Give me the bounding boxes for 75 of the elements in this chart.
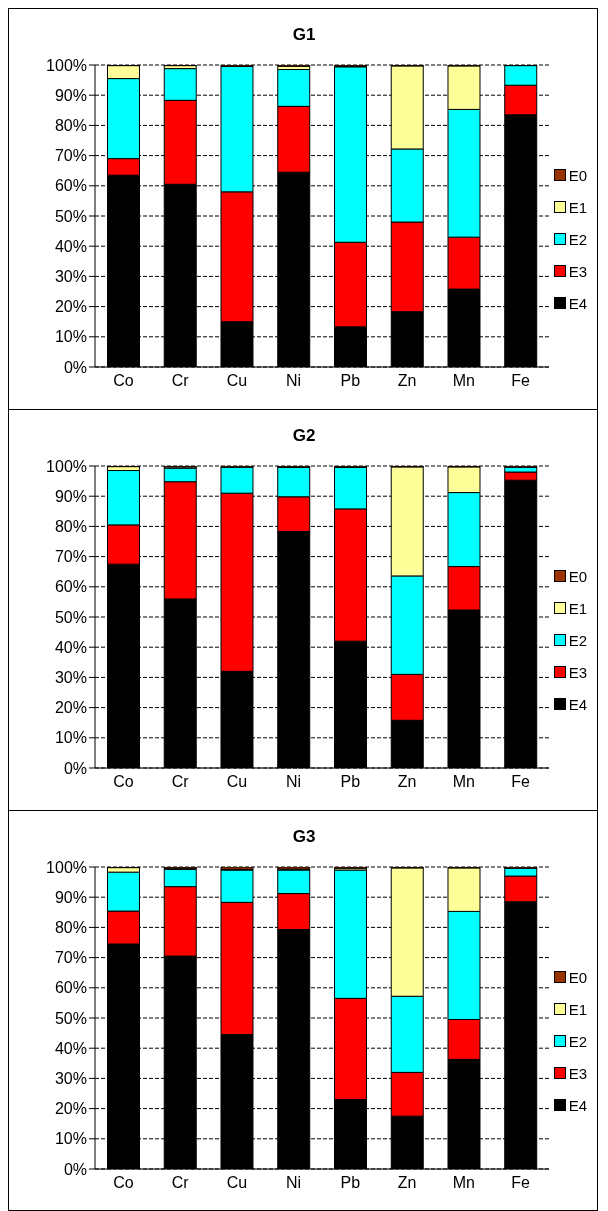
y-tick-label: 10% [54, 328, 87, 346]
x-tick-label: Ni [286, 773, 302, 791]
chart-title: G3 [291, 827, 317, 847]
y-tick-label: 30% [54, 268, 87, 286]
legend-label: E4 [568, 294, 587, 312]
y-tick-label: 0% [63, 1160, 87, 1178]
legend-label: E1 [568, 599, 587, 617]
y-tick-label: 40% [54, 1039, 87, 1057]
x-tick-label: Cu [226, 773, 248, 791]
x-tick-label: Fe [511, 372, 531, 390]
y-tick-label: 20% [54, 298, 87, 316]
y-tick-label: 80% [54, 518, 87, 536]
y-tick-label: 90% [54, 86, 87, 104]
x-tick-label: Ni [286, 1174, 302, 1192]
y-tick-label: 70% [54, 147, 87, 165]
y-tick-label: 0% [63, 358, 87, 376]
x-tick-label: Cr [171, 1174, 190, 1192]
y-tick-label: 20% [54, 1100, 87, 1118]
y-tick-label: 100% [46, 858, 87, 876]
x-tick-label: Pb [340, 1174, 361, 1192]
x-tick-label: Ni [286, 372, 302, 390]
x-tick-label: Zn [397, 1174, 417, 1192]
y-tick-label: 90% [54, 487, 87, 505]
legend-label: E0 [568, 567, 587, 585]
y-tick-label: 70% [54, 548, 87, 566]
x-tick-label: Cu [226, 372, 248, 390]
x-tick-label: Co [113, 1174, 134, 1192]
y-tick-label: 10% [54, 729, 87, 747]
x-tick-label: Cr [171, 372, 190, 390]
y-tick-label: 90% [54, 888, 87, 906]
legend-label: E3 [568, 1064, 587, 1082]
y-tick-label: 20% [54, 699, 87, 717]
y-tick-label: 60% [54, 177, 87, 195]
y-tick-label: 10% [54, 1130, 87, 1148]
y-tick-label: 30% [54, 669, 87, 687]
legend-label: E0 [568, 968, 587, 986]
x-tick-label: Zn [397, 773, 417, 791]
legend-label: E1 [568, 198, 587, 216]
y-tick-label: 30% [54, 1070, 87, 1088]
x-tick-label: Cu [226, 1174, 248, 1192]
x-tick-label: Cr [171, 773, 190, 791]
x-tick-label: Mn [452, 1174, 475, 1192]
legend-label: E3 [568, 663, 587, 681]
y-tick-label: 0% [63, 759, 87, 777]
chart-title: G1 [291, 25, 317, 45]
legend-label: E1 [568, 1000, 587, 1018]
x-tick-label: Co [113, 372, 134, 390]
x-tick-label: Fe [511, 773, 531, 791]
x-tick-label: Fe [511, 1174, 531, 1192]
x-tick-label: Mn [452, 773, 475, 791]
y-tick-label: 80% [54, 919, 87, 937]
y-tick-label: 50% [54, 608, 87, 626]
y-tick-label: 60% [54, 578, 87, 596]
y-tick-label: 60% [54, 979, 87, 997]
legend-label: E2 [568, 230, 587, 248]
x-tick-label: Pb [340, 372, 361, 390]
y-tick-label: 40% [54, 237, 87, 255]
legend-label: E3 [568, 262, 587, 280]
legend-label: E0 [568, 166, 587, 184]
x-tick-label: Mn [452, 372, 475, 390]
chart-title: G2 [291, 426, 317, 446]
y-tick-label: 40% [54, 638, 87, 656]
legend-label: E4 [568, 1096, 587, 1114]
x-tick-label: Pb [340, 773, 361, 791]
y-tick-label: 50% [54, 207, 87, 225]
y-tick-label: 50% [54, 1009, 87, 1027]
y-tick-label: 80% [54, 117, 87, 135]
y-tick-label: 100% [46, 457, 87, 475]
y-tick-label: 70% [54, 949, 87, 967]
y-tick-label: 100% [46, 56, 87, 74]
legend-label: E2 [568, 631, 587, 649]
x-tick-label: Zn [397, 372, 417, 390]
x-tick-label: Co [113, 773, 134, 791]
legend-label: E4 [568, 695, 587, 713]
legend-label: E2 [568, 1032, 587, 1050]
